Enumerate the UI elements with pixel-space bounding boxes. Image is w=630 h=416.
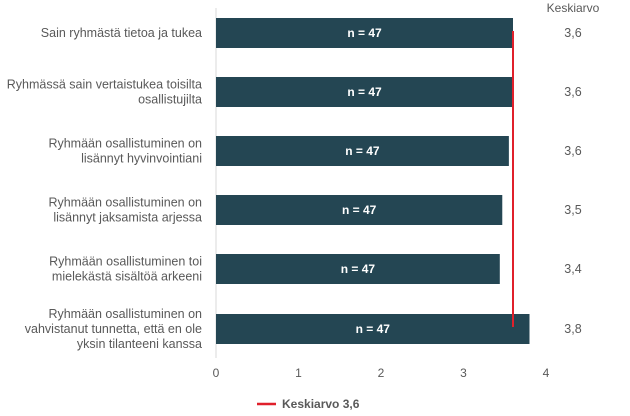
category-label: osallistujilta (138, 93, 202, 107)
category-label: yksin tilanteeni kanssa (77, 337, 202, 351)
bar (216, 77, 513, 107)
mean-value: 3,8 (564, 322, 581, 336)
bar (216, 195, 503, 225)
mean-value: 3,6 (564, 144, 581, 158)
x-tick-label: 4 (543, 366, 550, 380)
x-tick-label: 0 (213, 366, 220, 380)
bar (216, 136, 509, 166)
mean-value: 3,4 (564, 262, 581, 276)
category-label: Ryhmään osallistuminen on (48, 196, 202, 210)
mean-value: 3,6 (564, 26, 581, 40)
bar-label: n = 47 (341, 262, 376, 276)
category-label: Sain ryhmästä tietoa ja tukea (41, 26, 202, 40)
category-label: Ryhmään osallistuminen toi (49, 255, 202, 269)
x-tick-label: 2 (378, 366, 385, 380)
bar-label: n = 47 (345, 144, 380, 158)
category-label: Ryhmään osallistuminen on (48, 307, 202, 321)
mean-value: 3,5 (564, 203, 581, 217)
bar-label: n = 47 (347, 26, 382, 40)
category-label: lisännyt jaksamista arjessa (53, 211, 202, 225)
bar-label: n = 47 (347, 85, 382, 99)
mean-value: 3,6 (564, 85, 581, 99)
category-label: lisännyt hyvinvointiani (81, 152, 202, 166)
category-label: vahvistanut tunnetta, että en ole (25, 322, 202, 336)
category-label: Ryhmässä sain vertaistukea toisilta (7, 78, 202, 92)
x-tick-label: 3 (460, 366, 467, 380)
category-label: mielekästä sisältöä arkeeni (52, 270, 202, 284)
bar (216, 254, 500, 284)
category-label: Ryhmään osallistuminen on (48, 137, 202, 151)
bar (216, 314, 530, 344)
bar-label: n = 47 (356, 322, 391, 336)
mean-column-header: Keskiarvo (547, 1, 600, 15)
x-tick-label: 1 (295, 366, 302, 380)
legend-label: Keskiarvo 3,6 (282, 397, 360, 411)
bar (216, 18, 513, 48)
bar-label: n = 47 (342, 203, 377, 217)
